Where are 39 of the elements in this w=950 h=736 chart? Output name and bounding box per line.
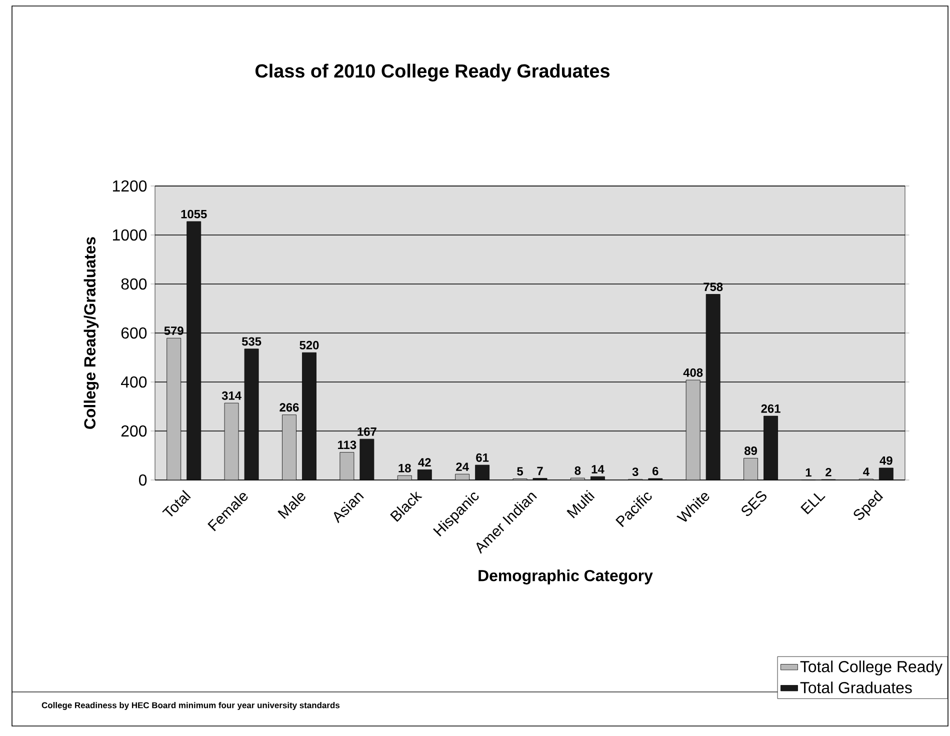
chart-title: Class of 2010 College Ready Graduates	[255, 64, 610, 82]
y-tick-label: 0	[139, 474, 147, 486]
data-label: 2	[826, 468, 832, 476]
data-label: 408	[683, 368, 703, 377]
data-label: 24	[456, 462, 469, 471]
data-label: 18	[398, 464, 411, 472]
data-label: 113	[338, 440, 356, 450]
legend-label: Total Graduates	[800, 682, 912, 694]
data-label: 5	[517, 467, 523, 476]
y-tick-label: 1200	[112, 180, 147, 192]
data-label: 535	[242, 337, 262, 346]
data-label: 61	[476, 453, 489, 462]
x-tick-label: ELL	[800, 493, 826, 514]
y-tick-label: 1000	[112, 229, 147, 241]
text: College Readiness by HEC Board minimum four year university standards	[42, 702, 340, 710]
data-label: 266	[280, 403, 299, 412]
legend-label: Total College Ready	[800, 660, 943, 676]
y-tick-label: 400	[121, 376, 147, 388]
data-label: 49	[880, 456, 892, 465]
data-label: 4	[863, 468, 870, 476]
data-label: 42	[418, 458, 431, 466]
data-label: 758	[704, 282, 723, 292]
data-label: 8	[574, 466, 581, 475]
data-label: 520	[300, 340, 319, 350]
data-label: 1055	[181, 210, 207, 218]
data-label: 3	[632, 468, 638, 476]
x-tick-label: SES	[742, 491, 766, 516]
x-axis-title: Demographic Category	[478, 570, 653, 584]
y-tick-label: 600	[121, 327, 147, 339]
data-label: 14	[592, 465, 604, 474]
data-label: 6	[652, 466, 658, 476]
data-label: 261	[761, 404, 780, 413]
data-label: 314	[222, 391, 242, 400]
y-tick-label: 800	[121, 278, 147, 290]
data-label: 89	[744, 446, 757, 455]
y-tick-label: 200	[121, 425, 147, 437]
data-label: 7	[537, 466, 543, 476]
data-label: 1	[806, 468, 812, 477]
y-axis-title: College Ready/Graduates	[84, 237, 99, 429]
